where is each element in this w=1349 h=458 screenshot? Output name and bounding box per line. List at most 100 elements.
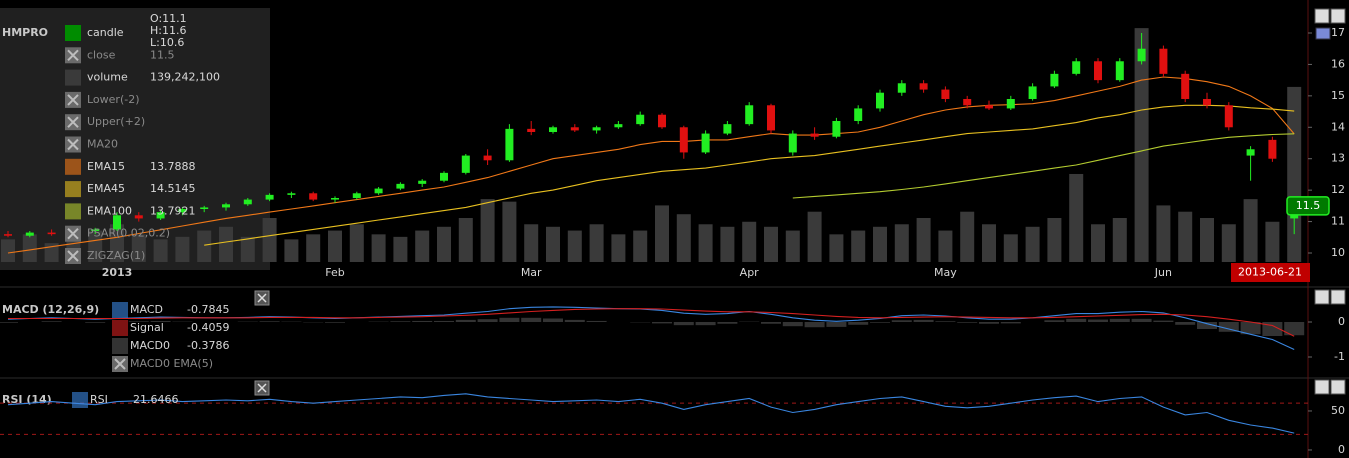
- series-line: [7, 393, 1295, 434]
- candle-body: [352, 193, 361, 199]
- volume-bar: [829, 234, 844, 262]
- ohlc-readout: L:10.6: [150, 36, 184, 49]
- candle-body: [178, 209, 187, 213]
- candle-body: [1181, 73, 1190, 99]
- draw-button[interactable]: [1330, 8, 1346, 24]
- y-tick-label: 0: [1338, 315, 1345, 328]
- histogram-bar: [128, 321, 149, 322]
- ohlc-readout: O:11.1: [150, 12, 187, 25]
- volume-bar: [567, 230, 582, 262]
- histogram-bar: [979, 321, 999, 324]
- series-line: [7, 76, 1295, 254]
- toolbar[interactable]: [1314, 8, 1346, 395]
- candle-body: [788, 133, 797, 153]
- volume-bar: [1091, 224, 1105, 262]
- candle-body: [309, 193, 318, 200]
- series-line: [8, 308, 1295, 337]
- close-icon: [257, 383, 267, 393]
- legend-label: MACD: [130, 303, 163, 316]
- histogram-bar: [0, 321, 18, 323]
- candle-body: [810, 133, 819, 137]
- histogram-bar: [543, 318, 563, 322]
- x-tick-label: Jun: [1154, 266, 1172, 279]
- histogram-bar: [1131, 318, 1152, 322]
- edit-button[interactable]: [1314, 289, 1330, 305]
- candle-body: [47, 232, 56, 235]
- legend-label: close: [87, 48, 116, 61]
- volume-bar: [546, 226, 560, 262]
- candle-body: [614, 124, 623, 128]
- histogram-bar: [477, 319, 498, 322]
- last-price-label: 11.5: [1296, 199, 1321, 212]
- legend-readout: 139,242,100: [150, 71, 220, 84]
- volume-bar: [240, 236, 255, 262]
- candle-body: [1137, 48, 1146, 62]
- legend-swatch: [65, 203, 81, 220]
- candle-body: [156, 212, 165, 219]
- volume-bar: [894, 224, 909, 262]
- y-tick-label: 15: [1331, 89, 1345, 102]
- edit-button[interactable]: [1314, 8, 1330, 24]
- close-icon: [257, 293, 267, 303]
- legend-swatch: [72, 392, 88, 408]
- candle-body: [1246, 149, 1255, 156]
- candle-body: [222, 204, 230, 208]
- histogram-bar: [586, 320, 607, 322]
- histogram-bar: [1044, 320, 1065, 322]
- legend-swatch: [112, 338, 128, 354]
- histogram-bar: [1197, 321, 1217, 329]
- volume-bar: [110, 224, 124, 262]
- volume-bar: [393, 236, 408, 262]
- last-price-box: [1286, 196, 1330, 216]
- candle-body: [963, 98, 972, 106]
- volume-bar: [785, 230, 800, 262]
- candle-body: [440, 172, 448, 181]
- close-button[interactable]: [254, 290, 270, 306]
- candle-body: [200, 207, 209, 210]
- histogram-bar: [455, 319, 476, 322]
- volume-bar: [1221, 224, 1236, 262]
- y-tick-label: 17: [1331, 26, 1345, 39]
- volume-bar: [1178, 211, 1193, 262]
- volume-bar: [502, 201, 517, 262]
- volume-bar: [437, 226, 451, 262]
- candle-body: [243, 199, 252, 205]
- histogram-bar: [717, 321, 738, 324]
- volume-bar: [22, 234, 37, 262]
- candle-body: [113, 215, 121, 230]
- volume-bar: [1047, 217, 1062, 262]
- y-tick-label: 13: [1331, 152, 1345, 165]
- histogram-bar: [1088, 319, 1108, 322]
- candle-body: [374, 188, 383, 194]
- volume-bar: [480, 199, 495, 262]
- volume-bar: [1134, 28, 1149, 263]
- legend-swatch: [112, 320, 128, 336]
- candle-body: [1268, 139, 1277, 159]
- candle-body: [549, 127, 557, 132]
- close-button[interactable]: [254, 380, 270, 396]
- histogram-bar: [1153, 320, 1174, 322]
- candle-body: [1224, 105, 1233, 128]
- candle-body: [1006, 98, 1015, 109]
- y-tick-label: 14: [1331, 120, 1345, 133]
- volume-bar: [655, 205, 669, 262]
- candle-body: [919, 83, 928, 90]
- legend-label: candle: [87, 26, 124, 39]
- legend-label: MA20: [87, 138, 118, 151]
- histogram-bar: [85, 321, 106, 323]
- candle-body: [723, 124, 732, 134]
- candle-body: [505, 128, 514, 161]
- cursor-date-box: [1231, 263, 1310, 282]
- legend-swatch: [65, 25, 81, 41]
- legend-hidden-icon: [67, 94, 79, 106]
- volume-bar: [1112, 217, 1127, 262]
- histogram-bar: [325, 321, 345, 323]
- histogram-bar: [1262, 321, 1283, 337]
- layout-button[interactable]: [1315, 27, 1331, 40]
- panel-title: MACD (12,26,9): [2, 303, 99, 316]
- draw-button[interactable]: [1330, 379, 1346, 395]
- draw-button[interactable]: [1330, 289, 1346, 305]
- candle-body: [985, 105, 993, 109]
- candle-body: [832, 120, 841, 137]
- edit-button[interactable]: [1314, 379, 1330, 395]
